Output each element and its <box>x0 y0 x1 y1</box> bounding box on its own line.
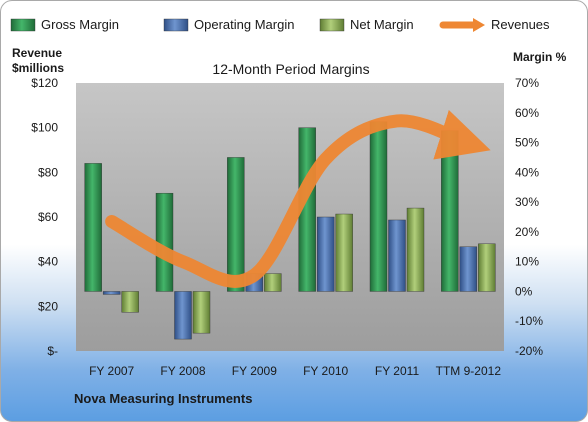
category-label: FY 2007 <box>89 364 134 378</box>
right-tick-label: -10% <box>515 314 543 328</box>
left-tick-label: $20 <box>38 299 58 313</box>
bar-gross-margin <box>227 157 245 292</box>
category-label: FY 2010 <box>303 364 348 378</box>
legend-label-gross-margin: Gross Margin <box>41 17 119 32</box>
left-tick-label: $- <box>47 344 58 358</box>
bar-operating-margin <box>174 291 192 340</box>
category-label: FY 2011 <box>375 364 420 378</box>
bar-operating-margin <box>316 216 335 292</box>
right-tick-label: 60% <box>515 106 539 120</box>
legend-label-revenues: Revenues <box>491 17 550 32</box>
bar-net-margin <box>121 291 139 313</box>
chart-title: 12-Month Period Margins <box>212 61 369 77</box>
right-tick-label: 20% <box>515 225 539 239</box>
right-axis-ticks: -20% -10% 0% 10% 20% 30% 40% 50% 60% 70% <box>515 76 543 358</box>
right-tick-label: 30% <box>515 195 539 209</box>
legend-arrow-revenues <box>473 18 485 32</box>
bar-operating-margin <box>102 291 121 295</box>
bar-net-margin <box>335 213 353 292</box>
left-axis-title-line1: Revenue <box>12 46 62 60</box>
bar-net-margin <box>406 207 425 292</box>
right-tick-label: 50% <box>515 136 539 150</box>
bar-net-margin <box>264 273 282 292</box>
left-axis-ticks: $- $20 $40 $60 $80 $100 $120 <box>31 76 58 358</box>
category-label: FY 2009 <box>232 364 277 378</box>
right-tick-label: 0% <box>515 284 533 298</box>
category-label: TTM 9-2012 <box>436 364 502 378</box>
right-tick-label: 40% <box>515 165 539 179</box>
left-tick-label: $100 <box>31 121 58 135</box>
category-label: FY 2008 <box>160 364 205 378</box>
category-labels: FY 2007 FY 2008 FY 2009 FY 2010 FY 2011 TTM 9… <box>89 364 501 378</box>
left-tick-label: $60 <box>38 210 58 224</box>
bar-gross-margin <box>441 130 459 292</box>
bar-net-margin <box>478 243 496 292</box>
bar-gross-margin <box>84 163 102 292</box>
bar-operating-margin <box>459 246 478 292</box>
legend-swatch-gross-margin <box>10 18 36 32</box>
right-tick-label: 70% <box>515 76 539 90</box>
left-tick-label: $120 <box>31 76 58 90</box>
right-axis-title: Margin % <box>513 50 567 64</box>
bar-net-margin <box>192 291 211 334</box>
legend-swatch-net-margin <box>319 18 345 32</box>
bar-gross-margin <box>369 121 388 292</box>
legend: Gross Margin Operating Margin Net Margin Re… <box>10 17 550 32</box>
right-tick-label: -20% <box>515 344 543 358</box>
legend-label-net-margin: Net Margin <box>350 17 414 32</box>
left-tick-label: $80 <box>38 165 58 179</box>
footer-company-name: Nova Measuring Instruments <box>74 391 252 406</box>
right-tick-label: 10% <box>515 255 539 269</box>
bar-operating-margin <box>388 219 406 292</box>
left-axis-title-line2: $millions <box>12 61 64 75</box>
legend-label-operating-margin: Operating Margin <box>194 17 294 32</box>
left-tick-label: $40 <box>38 255 58 269</box>
legend-swatch-operating-margin <box>163 18 189 32</box>
revenue-line <box>105 109 491 288</box>
